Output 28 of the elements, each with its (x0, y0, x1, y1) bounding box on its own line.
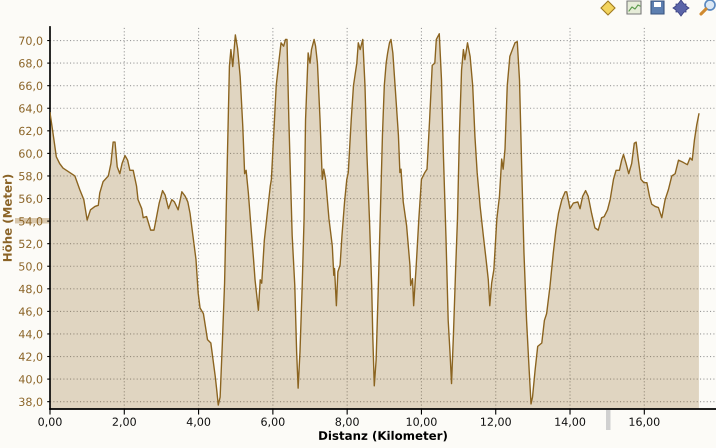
x-tick-label: 8,00 (336, 418, 359, 428)
x-tick-label: 6,00 (261, 418, 284, 428)
y-tick-label: 66,0 (19, 82, 42, 92)
x-tick-label: 2,00 (112, 418, 136, 428)
y-tick-label: 40,0 (18, 375, 42, 385)
y-tick-label: 52,0 (19, 240, 42, 250)
y-tick-label: 58,0 (19, 172, 42, 182)
x-tick-label: 14,00 (555, 418, 586, 428)
y-tick-label: 46,0 (18, 307, 42, 317)
y-tick-label: 70,0 (19, 36, 42, 46)
y-tick-label: 68,0 (19, 59, 42, 69)
y-tick-label: 64,0 (19, 104, 42, 114)
y-tick-label: 42,0 (18, 352, 42, 362)
y-tick-label: 62,0 (19, 126, 42, 136)
y-tick-label: 38,0 (19, 398, 42, 408)
x-tick-label: 10,00 (406, 418, 437, 428)
x-tick-label: 12,00 (481, 418, 511, 428)
x-tick-label: 4,00 (186, 418, 210, 428)
x-tick-label: 0,00 (38, 418, 62, 428)
y-tick-label: 54,0 (19, 217, 42, 227)
x-axis-title: Distanz (Kilometer) (319, 430, 447, 442)
y-tick-label: 44,0 (18, 330, 42, 340)
y-tick-label: 56,0 (19, 194, 42, 204)
y-tick-label: 60,0 (19, 149, 42, 159)
y-tick-label: 48,0 (18, 284, 42, 294)
y-tick-label: 50,0 (19, 262, 42, 272)
y-axis-title: Höhe (Meter) (2, 174, 14, 262)
x-tick-label: 16,00 (630, 418, 660, 428)
